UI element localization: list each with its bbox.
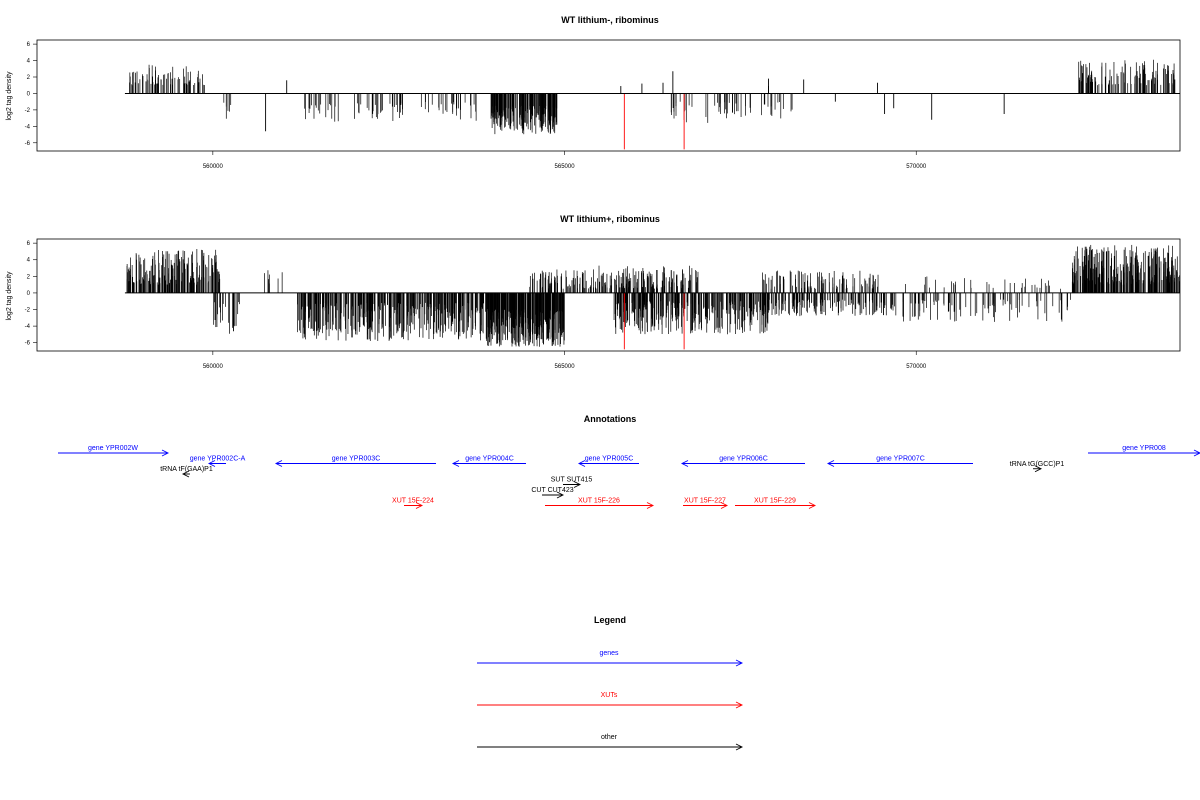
x-axis: 560000 565000 570000 [203, 151, 927, 170]
annotation-feature: gene YPR008 [1088, 445, 1200, 457]
y-tick-label: 6 [27, 241, 31, 247]
annotation-feature: tRNA tF(GAA)P1 [160, 466, 213, 478]
arrow-head [161, 449, 170, 457]
legend-label: other [601, 734, 618, 741]
arrow-head [808, 502, 817, 509]
arrow-head [451, 460, 460, 467]
legend-label: genes [599, 650, 619, 657]
feature-label: SUT SUT415 [551, 477, 593, 484]
annotation-feature: gene YPR005C [577, 456, 639, 467]
legend-item: other [477, 734, 744, 751]
feature-label: tRNA tF(GAA)P1 [160, 466, 213, 473]
annotation-feature: gene YPR006C [680, 456, 805, 467]
annotation-feature: tRNA tG(GCC)P1 [1010, 461, 1065, 473]
feature-label: gene YPR002C-A [190, 456, 246, 463]
feature-label: gene YPR007C [876, 456, 925, 463]
y-tick-label: -6 [25, 141, 31, 147]
annotation-feature: XUT 15F-229 [735, 498, 817, 509]
arrow-head [1193, 449, 1200, 457]
y-axis-label: log2 tag density [6, 271, 13, 321]
y-axis-label: log2 tag density [6, 71, 13, 121]
y-tick-label: 2 [27, 274, 31, 280]
y-tick-label: 2 [27, 75, 31, 81]
feature-label: XUT 15F-227 [684, 498, 726, 505]
plot-frame [36, 238, 1181, 352]
legend-item: genes [477, 650, 744, 667]
arrow-head [735, 659, 744, 667]
feature-label: XUT 15F-229 [754, 498, 796, 505]
feature-label: gene YPR005C [585, 456, 634, 463]
x-axis: 560000 565000 570000 [203, 351, 927, 370]
arrow-head [573, 481, 582, 488]
legend-title: Legend [594, 615, 626, 625]
legend-panel: Legend genes XUTs other [477, 615, 744, 751]
y-tick-label: -2 [25, 108, 31, 114]
feature-label: gene YPR004C [465, 456, 514, 463]
feature-label: gene YPR006C [719, 456, 768, 463]
panel-title: WT lithium+, ribominus [560, 214, 660, 224]
y-tick-label: -6 [25, 341, 31, 347]
y-tick-label: -4 [25, 124, 31, 130]
arrow-head [577, 460, 586, 467]
arrow-head [735, 701, 744, 709]
y-tick-label: 4 [27, 59, 31, 65]
x-tick-label: 570000 [906, 164, 927, 170]
y-tick-label: -4 [25, 324, 31, 330]
arrow-head [680, 460, 689, 467]
x-tick-label: 565000 [555, 364, 576, 370]
annotation-feature: CUT CUT423 [531, 487, 574, 499]
x-tick-label: 560000 [203, 164, 224, 170]
y-tick-label: -2 [25, 308, 31, 314]
y-axis: 6 4 2 0 -2 -4 -6 [25, 241, 37, 347]
arrow-head [207, 460, 216, 467]
feature-label: gene YPR003C [332, 456, 381, 463]
arrow-head [415, 502, 424, 509]
legend-item: XUTs [477, 692, 744, 709]
annotation-feature: SUT SUT415 [551, 477, 593, 488]
x-tick-label: 565000 [555, 164, 576, 170]
arrow-head [181, 470, 190, 478]
bar-series [124, 59, 1180, 150]
annotation-feature: gene YPR002W [58, 445, 170, 457]
arrow-head [826, 460, 835, 467]
arrow-head [556, 491, 565, 499]
track-panel-lithium-plus: WT lithium+, ribominus log2 tag density … [6, 214, 1181, 370]
panel-title: WT lithium-, ribominus [561, 15, 659, 25]
annotation-feature: XUT 15F-227 [683, 498, 729, 509]
feature-label: gene YPR002W [88, 445, 138, 452]
annotations-title: Annotations [584, 414, 637, 424]
arrow-head [1034, 465, 1043, 473]
annotation-feature: XUT 15F-226 [545, 498, 655, 509]
x-tick-label: 560000 [203, 364, 224, 370]
y-tick-label: 0 [27, 91, 31, 97]
feature-label: CUT CUT423 [531, 487, 573, 494]
arrow-head [274, 460, 283, 467]
y-axis: 6 4 2 0 -2 -4 -6 [25, 42, 37, 147]
feature-label: tRNA tG(GCC)P1 [1010, 461, 1065, 468]
arrow-head [720, 502, 729, 509]
y-tick-label: 4 [27, 258, 31, 264]
arrow-head [646, 502, 655, 509]
annotation-feature: gene YPR007C [826, 456, 973, 467]
annotation-features: gene YPR002W gene YPR002C-A gene YPR003C ge… [58, 445, 1200, 509]
legend-items: genes XUTs other [477, 650, 744, 751]
feature-label: XUT 15F-224 [392, 498, 434, 505]
arrow-head [735, 743, 744, 751]
annotation-feature: gene YPR003C [274, 456, 436, 467]
legend-label: XUTs [601, 692, 618, 699]
y-tick-label: 6 [27, 42, 31, 48]
track-panel-lithium-minus: WT lithium-, ribominus log2 tag density … [6, 15, 1181, 170]
annotation-feature: gene YPR004C [451, 456, 526, 467]
annotation-feature: XUT 15F-224 [392, 498, 434, 509]
annotation-feature: gene YPR002C-A [190, 456, 246, 467]
feature-label: XUT 15F-226 [578, 498, 620, 505]
plot-frame [36, 39, 1181, 152]
y-tick-label: 0 [27, 291, 31, 297]
x-tick-label: 570000 [906, 364, 927, 370]
bar-series [124, 244, 1180, 350]
feature-label: gene YPR008 [1122, 445, 1166, 452]
